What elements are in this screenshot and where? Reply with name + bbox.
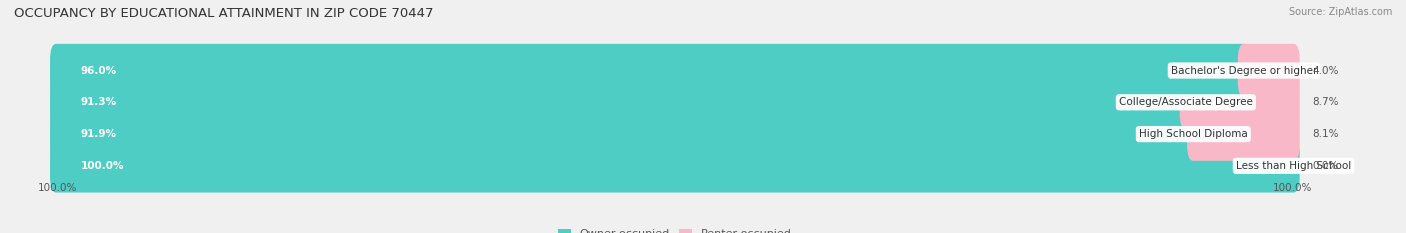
Text: 4.0%: 4.0% <box>1312 65 1339 75</box>
FancyBboxPatch shape <box>51 76 1192 129</box>
FancyBboxPatch shape <box>56 151 1294 180</box>
Legend: Owner-occupied, Renter-occupied: Owner-occupied, Renter-occupied <box>558 229 792 233</box>
FancyBboxPatch shape <box>1180 76 1299 129</box>
FancyBboxPatch shape <box>56 88 1294 116</box>
Text: 8.1%: 8.1% <box>1312 129 1339 139</box>
FancyBboxPatch shape <box>1187 107 1299 161</box>
FancyBboxPatch shape <box>51 107 1199 161</box>
Text: 100.0%: 100.0% <box>1272 183 1312 193</box>
Text: 100.0%: 100.0% <box>82 161 125 171</box>
FancyBboxPatch shape <box>56 120 1294 148</box>
FancyBboxPatch shape <box>51 139 1299 192</box>
Text: 100.0%: 100.0% <box>38 183 77 193</box>
Text: 8.7%: 8.7% <box>1312 97 1339 107</box>
Text: Source: ZipAtlas.com: Source: ZipAtlas.com <box>1288 7 1392 17</box>
Text: Less than High School: Less than High School <box>1236 161 1351 171</box>
Text: 96.0%: 96.0% <box>82 65 117 75</box>
Text: Bachelor's Degree or higher: Bachelor's Degree or higher <box>1171 65 1317 75</box>
Text: 0.0%: 0.0% <box>1312 161 1339 171</box>
Text: OCCUPANCY BY EDUCATIONAL ATTAINMENT IN ZIP CODE 70447: OCCUPANCY BY EDUCATIONAL ATTAINMENT IN Z… <box>14 7 433 20</box>
FancyBboxPatch shape <box>1237 44 1299 97</box>
Text: 91.9%: 91.9% <box>82 129 117 139</box>
Text: High School Diploma: High School Diploma <box>1139 129 1247 139</box>
FancyBboxPatch shape <box>56 56 1294 85</box>
Text: 91.3%: 91.3% <box>82 97 117 107</box>
FancyBboxPatch shape <box>51 44 1250 97</box>
Text: College/Associate Degree: College/Associate Degree <box>1119 97 1253 107</box>
